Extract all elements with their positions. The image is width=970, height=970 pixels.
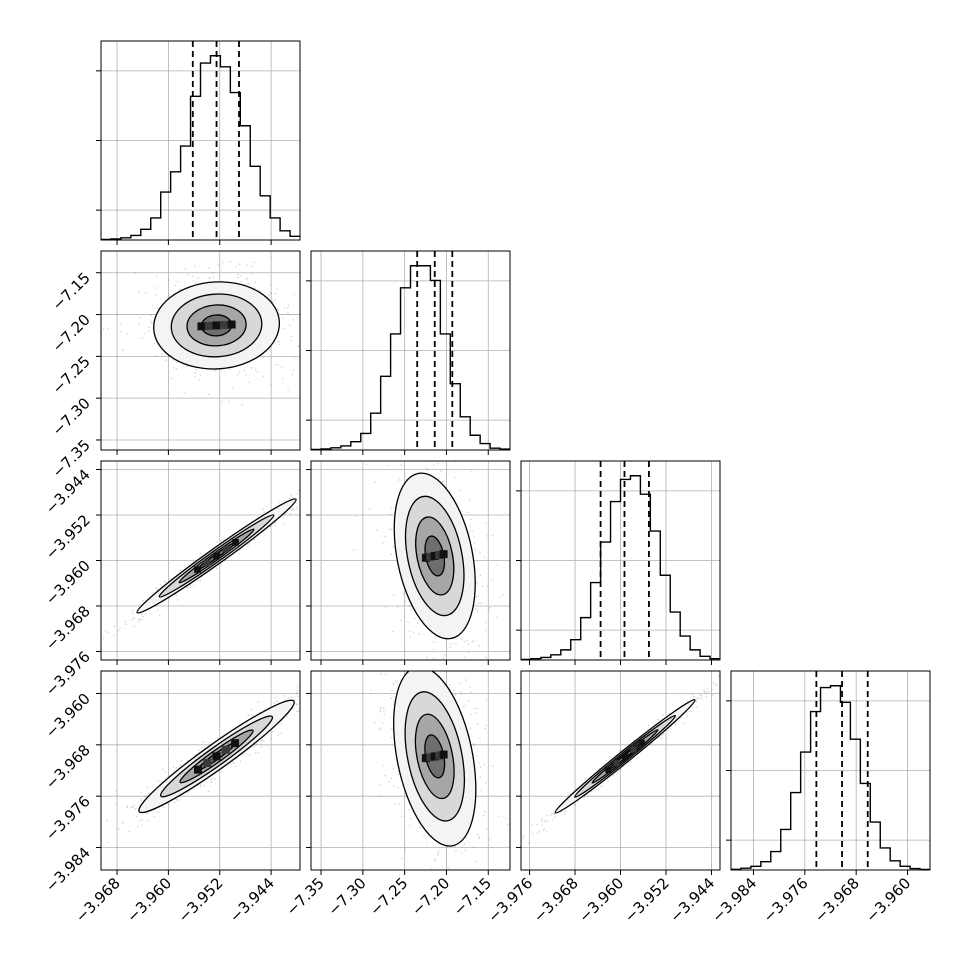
panel-3-1: −7.35−7.30−7.25−7.20−7.15 — [283, 670, 511, 919]
panel-frame — [310, 250, 511, 451]
y-tick-label-2-3: −3.952 — [42, 511, 94, 563]
density-cell — [605, 766, 612, 773]
density-cell — [439, 750, 448, 759]
density-group — [370, 671, 508, 870]
density-cell — [203, 759, 212, 768]
x-tick-label-0-3: −3.944 — [226, 874, 278, 926]
density-cell — [212, 321, 221, 330]
panel-2-0: −3.976−3.968−3.960−3.952−3.944 — [42, 460, 301, 700]
y-tick-label-1-4: −7.15 — [49, 269, 94, 314]
x-tick-label-1-2: −7.25 — [366, 874, 411, 919]
panel-3-2: −3.976−3.968−3.960−3.952−3.944 — [484, 670, 721, 926]
density-cell — [622, 753, 629, 760]
x-tick-label-0-2: −3.952 — [175, 874, 227, 926]
panel-2-1 — [306, 460, 511, 665]
density-cell — [213, 552, 220, 560]
panel-frame — [100, 40, 301, 241]
histogram-2 — [521, 475, 720, 660]
x-tick-label-2-3: −3.952 — [621, 874, 673, 926]
density-group — [353, 461, 504, 660]
y-tick-label-2-1: −3.968 — [42, 602, 94, 654]
y-tick-label-1-1: −7.30 — [49, 394, 94, 439]
panel-3-3: −3.984 −3.976 −3.968 −3.960 — [708, 670, 931, 926]
density-group — [103, 489, 300, 639]
x-tick-label-0-1: −3.960 — [123, 874, 175, 926]
panel-1-0: −7.35−7.30−7.25−7.20−7.15 — [49, 250, 301, 481]
x-tick-label-2-2: −3.960 — [575, 874, 627, 926]
density-cell — [197, 322, 206, 331]
density-cell — [220, 320, 229, 329]
histogram-0 — [101, 55, 300, 240]
x-tick-label-3-1: −3.976 — [760, 874, 812, 926]
density-cell — [222, 545, 230, 553]
density-cell — [421, 754, 430, 763]
density-cell — [426, 552, 435, 561]
y-tick-label-1-3: −7.20 — [49, 311, 94, 356]
x-tick-label-1-0: −7.35 — [283, 874, 328, 919]
y-tick-label-3-0: −3.984 — [42, 844, 94, 896]
panel-frame — [100, 670, 301, 871]
density-cell — [630, 746, 637, 753]
density-group — [101, 685, 300, 860]
panel-frame — [730, 670, 931, 871]
density-cell — [194, 566, 201, 573]
x-tick-label-3-0: −3.984 — [708, 874, 760, 926]
density-cell — [426, 753, 435, 762]
density-cell — [421, 553, 430, 562]
density-cell — [203, 559, 211, 567]
x-tick-label-1-1: −7.30 — [324, 874, 369, 919]
histogram-3 — [731, 685, 930, 870]
density-group — [103, 256, 300, 406]
panel-frame — [310, 670, 511, 871]
histogram-1 — [311, 265, 510, 450]
x-tick-label-2-1: −3.968 — [530, 874, 582, 926]
x-tick-label-2-4: −3.944 — [666, 874, 718, 926]
density-cell — [193, 765, 202, 774]
y-tick-label-3-3: −3.960 — [42, 690, 94, 742]
x-tick-label-0-0: −3.968 — [72, 874, 124, 926]
density-cell — [435, 551, 444, 560]
density-cell — [613, 760, 620, 767]
x-tick-label-3-2: −3.968 — [811, 874, 863, 926]
x-tick-label-3-3: −3.960 — [862, 874, 914, 926]
panel-2-2 — [516, 460, 721, 665]
density-group — [522, 675, 720, 844]
density-cell — [227, 320, 236, 329]
y-tick-label-1-2: −7.25 — [49, 352, 94, 397]
density-cell — [212, 752, 221, 761]
y-tick-label-3-1: −3.976 — [42, 792, 94, 844]
x-tick-label-1-3: −7.20 — [408, 874, 453, 919]
panel-frame — [100, 250, 301, 451]
density-cell — [430, 551, 439, 560]
density-cell — [435, 751, 444, 760]
density-cell — [221, 745, 230, 754]
y-tick-label-2-0: −3.976 — [42, 648, 94, 700]
density-cell — [232, 539, 239, 546]
density-cell — [430, 752, 439, 761]
panel-0-0 — [96, 40, 301, 245]
density-cell — [439, 550, 448, 559]
panel-1-1 — [306, 250, 511, 455]
density-cell — [205, 321, 214, 330]
density-cell — [231, 739, 240, 748]
y-tick-label-3-2: −3.968 — [42, 741, 94, 793]
density-cell — [638, 739, 645, 746]
y-tick-label-2-2: −3.960 — [42, 557, 94, 609]
x-tick-label-2-0: −3.976 — [484, 874, 536, 926]
